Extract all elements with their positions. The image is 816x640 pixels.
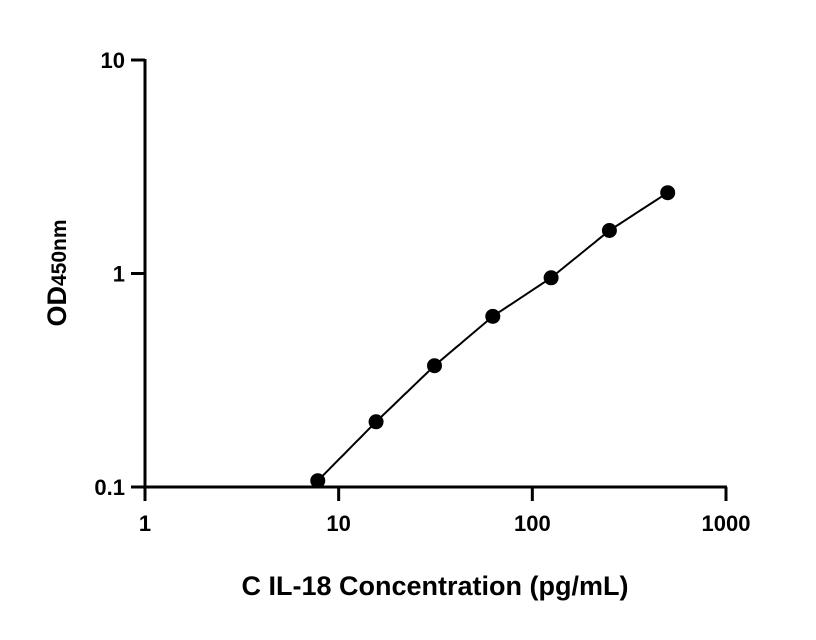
y-axis-title: OD450nm xyxy=(42,219,72,326)
fit-curve xyxy=(320,191,669,478)
data-point xyxy=(368,414,384,430)
y-axis-title-sub: 450nm xyxy=(48,219,71,286)
data-point xyxy=(427,358,443,374)
y-tick-label: 10 xyxy=(101,48,125,73)
data-point xyxy=(485,308,501,324)
x-tick-label: 100 xyxy=(514,511,551,536)
y-tick-label: 0.1 xyxy=(94,475,125,500)
data-point xyxy=(543,270,559,286)
x-axis-title: C IL-18 Concentration (pg/mL) xyxy=(242,571,629,601)
x-tick-label: 1000 xyxy=(702,511,751,536)
x-tick-label: 1 xyxy=(139,511,151,536)
y-axis-title-main: OD xyxy=(42,286,72,327)
y-tick-label: 1 xyxy=(113,262,125,287)
data-point xyxy=(601,223,617,239)
data-point xyxy=(310,473,326,489)
data-marks xyxy=(310,185,676,489)
x-tick-label: 10 xyxy=(326,511,350,536)
axes: 1 10 100 1000 0.1 1 10 xyxy=(94,48,750,536)
data-point xyxy=(660,185,676,201)
